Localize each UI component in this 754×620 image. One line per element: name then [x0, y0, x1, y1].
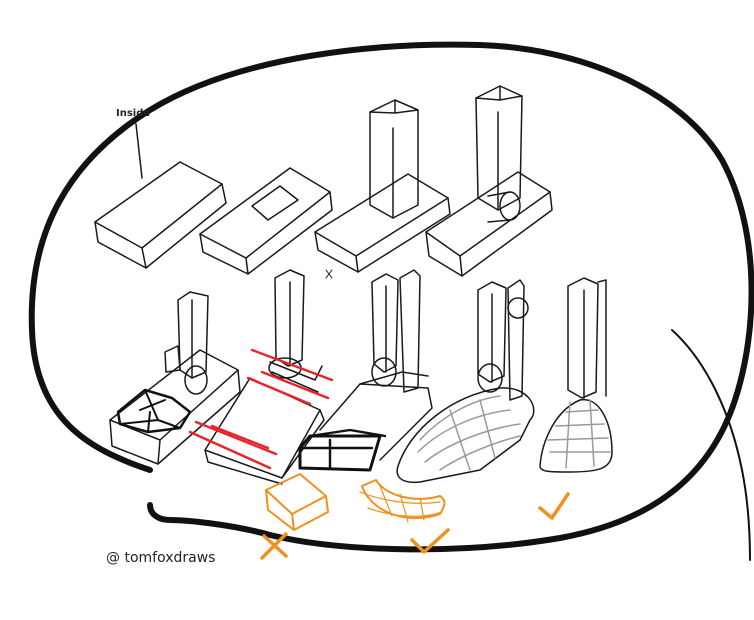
foot-sketch-2	[204, 269, 325, 485]
orange-block	[265, 473, 329, 531]
foot-sketch-4	[396, 279, 535, 484]
block-with-window	[199, 167, 333, 275]
foot-sketch-5	[539, 277, 613, 473]
trailing-line	[671, 329, 751, 561]
block-with-post-cylinder	[425, 85, 553, 277]
foot-sketch-1	[109, 291, 241, 465]
block-plain	[94, 161, 227, 269]
block-with-post	[314, 99, 451, 279]
inside-leader-line	[135, 123, 143, 179]
foot-sketch-3	[298, 269, 433, 472]
cross-mark-icon	[260, 532, 288, 560]
artist-credit: @ tomfoxdraws	[106, 550, 216, 566]
red-guide-lines	[188, 348, 334, 470]
check-mark-icon	[410, 528, 450, 554]
inside-label: Inside	[116, 108, 151, 119]
check-mark-icon	[538, 492, 570, 520]
encircling-outline	[28, 41, 754, 553]
orange-crescent	[359, 479, 446, 523]
